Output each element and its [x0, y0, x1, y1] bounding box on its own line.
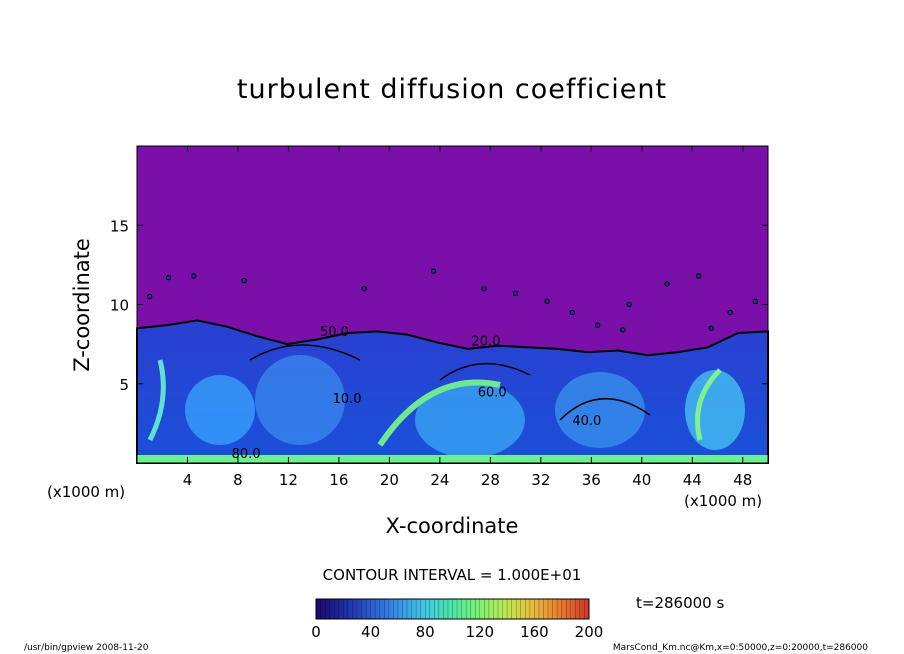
eddy-core — [685, 370, 745, 450]
eddy-core — [185, 375, 255, 445]
y-axis-label: Z-coordinate — [70, 238, 94, 372]
x-tick-label: 24 — [430, 471, 449, 489]
time-label: t=286000 s — [636, 594, 725, 612]
eddy-core — [415, 382, 525, 458]
eddy-core — [555, 372, 645, 448]
colorbar-axis: 0 40 80 120 160 200 — [311, 623, 603, 641]
turbulent-patch — [361, 285, 367, 292]
x-tick-label: 20 — [380, 471, 399, 489]
turbulent-patch — [241, 278, 247, 284]
eddy-core — [255, 355, 345, 445]
contour-label: 60.0 — [478, 385, 507, 400]
x-axis: 4 8 12 16 20 24 28 32 36 40 44 48 — [183, 146, 752, 489]
turbulent-patch — [569, 309, 576, 316]
x-tick-label: 44 — [683, 471, 702, 489]
turbulent-patch — [165, 274, 172, 281]
eddy-arc — [439, 362, 531, 381]
turbulent-patch — [594, 322, 601, 328]
footer-right: MarsCond_Km.nc@Km,x=0:50000,z=0:20000,t=… — [612, 643, 868, 653]
turbulent-patch — [544, 298, 550, 305]
colorbar-tick-label: 40 — [361, 623, 380, 641]
turbulent-patch — [752, 298, 759, 305]
colorbar-tick-label: 0 — [311, 623, 321, 641]
x-tick-label: 16 — [329, 471, 348, 489]
eddy-arc — [377, 379, 501, 447]
contour-labels: 50.0 20.0 60.0 10.0 40.0 80.0 — [232, 325, 602, 462]
contour-label: 40.0 — [572, 414, 601, 429]
turbulent-patch — [626, 301, 632, 308]
x-tick-label: 48 — [733, 471, 752, 489]
detached-turbulent-patches — [146, 268, 759, 333]
y-tick-label: 10 — [110, 297, 129, 315]
x-tick-label: 8 — [233, 471, 243, 489]
turbulent-patch — [695, 273, 702, 279]
x-tick-label: 4 — [183, 471, 193, 489]
turbulent-patch — [512, 290, 519, 297]
colorbar-stripes — [320, 599, 585, 619]
contour-label: 50.0 — [320, 325, 349, 340]
turbulent-patch — [708, 325, 714, 331]
colorbar-tick-label: 80 — [416, 623, 435, 641]
x-tick-label: 28 — [481, 471, 500, 489]
x-unit-label-left: (x1000 m) — [47, 483, 126, 501]
x-tick-label: 32 — [531, 471, 550, 489]
eddy-arc — [559, 397, 651, 421]
x-tick-label: 40 — [632, 471, 651, 489]
x-tick-label: 36 — [582, 471, 601, 489]
eddy-arc — [147, 359, 166, 442]
x-axis-label: X-coordinate — [385, 514, 519, 538]
turbulent-patch — [191, 273, 197, 279]
turbulent-patch — [620, 327, 626, 333]
contour-label: 20.0 — [471, 335, 500, 350]
eddy-arc — [249, 344, 361, 361]
x-unit-label-right: (x1000 m) — [684, 492, 763, 510]
contour-interval: CONTOUR INTERVAL = 1.000E+01 — [322, 566, 582, 584]
turbulent-patch — [727, 309, 733, 316]
footer-left: /usr/bin/gpview 2008-11-20 — [24, 643, 149, 653]
turbulent-patch — [664, 281, 670, 287]
colorbar-tick-label: 120 — [465, 623, 494, 641]
colorbar-tick-label: 200 — [575, 623, 604, 641]
y-tick-label: 5 — [119, 376, 129, 394]
surface-layer — [137, 455, 768, 463]
contour-label: 10.0 — [333, 392, 362, 407]
colorbar-tick-label: 160 — [520, 623, 549, 641]
eddy-arc — [695, 368, 722, 441]
x-tick-label: 12 — [279, 471, 298, 489]
contour-label: 80.0 — [232, 447, 261, 462]
chart-title: turbulent diffusion coefficient — [236, 74, 668, 105]
y-axis: 5 10 15 — [110, 217, 768, 394]
eddy-structures — [137, 344, 768, 463]
y-tick-label: 15 — [110, 217, 129, 235]
turbulent-patch — [146, 293, 153, 300]
turbulent-patch — [430, 268, 437, 274]
turbulent-patch — [481, 285, 487, 292]
